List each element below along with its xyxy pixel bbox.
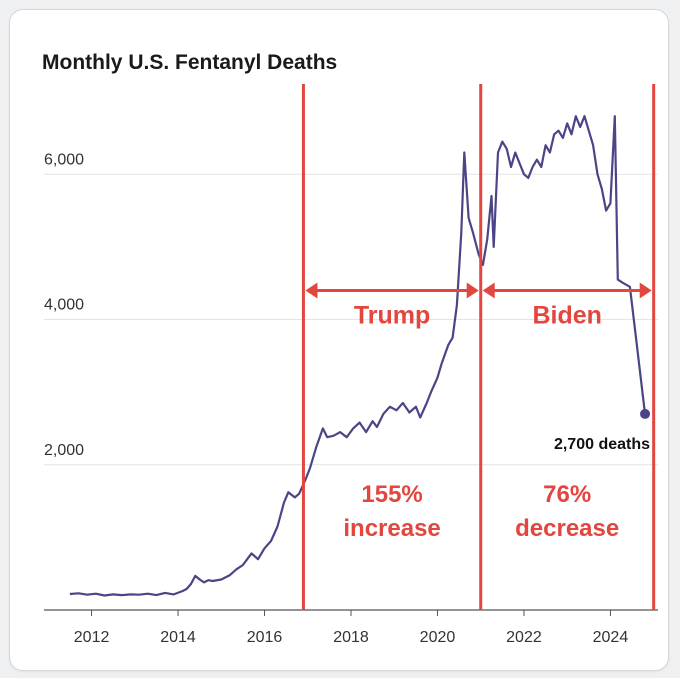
x-tick-label: 2024: [593, 629, 629, 646]
period-change-Biden: 76%: [543, 481, 591, 508]
x-tick-label: 2012: [74, 629, 110, 646]
y-tick-label: 6,000: [44, 151, 84, 168]
chart-card: Monthly U.S. Fentanyl Deaths 2,000 4,000 6…: [9, 9, 669, 671]
arrowhead-right-Biden: [639, 282, 652, 299]
period-annotations: Trump 155% increase Biden 76% decrease: [301, 84, 656, 610]
fentanyl-deaths-chart: Monthly U.S. Fentanyl Deaths 2,000 4,000 6…: [42, 51, 658, 646]
arrowhead-left-Biden: [482, 282, 495, 299]
x-tick-label: 2016: [247, 629, 283, 646]
x-tick-label: 2018: [333, 629, 369, 646]
period-change-Trump: 155%: [361, 481, 422, 508]
grid: 2,000 4,000 6,000: [44, 151, 658, 466]
series-line-layer: [69, 115, 647, 597]
endpoint-label: 2,700 deaths: [554, 436, 650, 453]
period-change-desc-Trump: increase: [343, 515, 440, 542]
x-tick-label: 2020: [420, 629, 456, 646]
endpoint-layer: 2,700 deaths: [554, 408, 651, 453]
endpoint-dot: [640, 408, 651, 419]
x-tick-label: 2022: [506, 629, 542, 646]
x-tick-label: 2014: [160, 629, 196, 646]
period-change-desc-Biden: decrease: [515, 515, 619, 542]
arrowhead-left-Trump: [305, 282, 318, 299]
arrowhead-right-Trump: [466, 282, 479, 299]
y-tick-label: 2,000: [44, 442, 84, 459]
period-label-Biden: Biden: [532, 301, 601, 329]
period-label-Trump: Trump: [354, 301, 430, 329]
series-line-0: [69, 115, 647, 597]
axes: 2012 2014 2016 2018 2020 2022 2024: [44, 609, 658, 646]
chart-title: Monthly U.S. Fentanyl Deaths: [42, 51, 337, 74]
y-tick-label: 4,000: [44, 297, 84, 314]
